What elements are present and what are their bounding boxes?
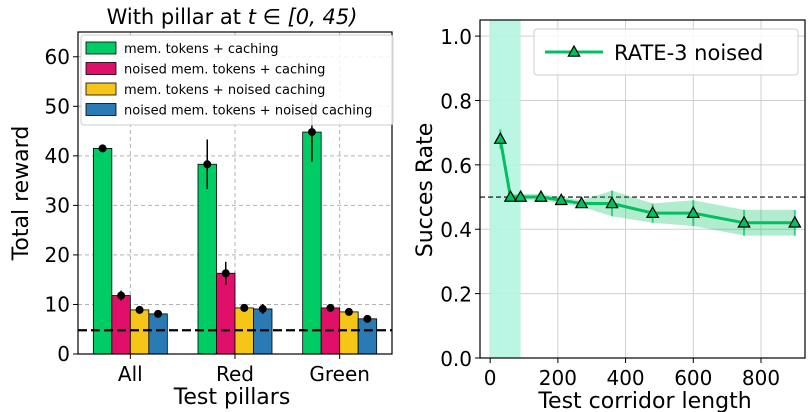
right-y-axis-label: Succes Rate	[413, 123, 438, 258]
right-x-axis-label: Test corridor length	[537, 389, 751, 412]
right-series-marker	[645, 205, 660, 218]
right-x-tick-label: 200	[539, 366, 577, 390]
left-y-ticks: 0 10 20 30 40 50 60	[45, 45, 78, 366]
right-x-tick-label: 400	[606, 366, 644, 390]
left-bar	[148, 313, 168, 355]
right-series-marker	[534, 189, 548, 202]
left-y-tick-label: 50	[45, 94, 70, 118]
left-legend-swatch	[85, 103, 117, 116]
left-bar-point	[258, 304, 267, 313]
left-bar-point	[135, 305, 144, 314]
right-chart: 0.0 0.2 0.4 0.6 0.8 1.0 0 200 400 600 800 Test co…	[413, 19, 806, 412]
left-bar-point	[307, 128, 316, 137]
right-series-marker	[788, 215, 802, 228]
right-legend: RATE-3 noised	[533, 28, 799, 76]
left-bar	[339, 311, 359, 355]
left-x-tick-label: Red	[216, 362, 254, 386]
right-legend-label: RATE-3 noised	[614, 41, 763, 65]
right-y-tick-label: 0.6	[440, 154, 472, 178]
right-series-marker	[493, 131, 508, 144]
left-bar	[92, 148, 113, 355]
left-x-tick-label: Green	[309, 362, 370, 386]
left-y-tick-label: 20	[45, 243, 70, 267]
right-series-marker	[737, 215, 751, 228]
left-y-axis-label: Total reward	[9, 126, 34, 262]
left-y-tick-label: 60	[45, 45, 70, 69]
right-plot-frame	[479, 19, 806, 359]
right-y-tick-label: 0.8	[440, 89, 472, 113]
left-bar	[216, 272, 236, 355]
left-chart-title: With pillar at t ∈ [0, 45)	[107, 5, 358, 29]
right-y-tick-label: 0.4	[440, 218, 472, 242]
left-legend-label: noised mem. tokens + noised caching	[124, 104, 372, 119]
right-series-marker	[605, 196, 619, 209]
right-series-marker	[574, 196, 589, 209]
right-y-tick-label: 1.0	[440, 25, 472, 49]
left-legend-swatch	[85, 82, 117, 96]
left-plot-area	[78, 102, 392, 355]
left-bar	[253, 308, 273, 355]
left-y-tick-label: 40	[45, 144, 70, 168]
right-x-tick-label: 600	[674, 366, 712, 390]
right-shaded-region	[490, 20, 521, 358]
right-y-tick-label: 0.2	[440, 283, 472, 307]
left-bar-point	[203, 160, 212, 169]
left-bar-point	[154, 309, 163, 318]
left-bar-point	[326, 303, 335, 312]
left-bar	[129, 309, 150, 355]
right-plot-area	[480, 20, 805, 358]
right-y-tick-label: 0.0	[440, 347, 472, 371]
left-legend-box	[80, 34, 394, 126]
right-legend-box	[533, 28, 799, 76]
left-chart: With pillar at t ∈ [0, 45) 0 10 20 30 40 50 60…	[9, 5, 394, 410]
left-bar-point	[240, 303, 249, 312]
left-x-axis-label: Test pillars	[173, 385, 291, 410]
left-legend-swatch	[85, 41, 117, 55]
left-bar	[357, 318, 378, 355]
left-legend-label: noised mem. tokens + caching	[124, 63, 325, 78]
right-series-marker	[513, 189, 528, 202]
left-x-ticks: All Red Green	[118, 354, 370, 386]
left-bar-point	[98, 144, 107, 153]
left-bar-point	[363, 314, 372, 323]
left-legend-swatch	[85, 62, 117, 75]
right-series-marker	[686, 205, 701, 218]
left-legend-label: mem. tokens + caching	[124, 42, 278, 57]
left-bar-point	[344, 307, 353, 316]
left-y-tick-label: 0	[57, 342, 70, 366]
right-error-band	[500, 129, 795, 236]
left-bar	[111, 295, 131, 355]
right-series-marker	[554, 193, 568, 206]
left-y-tick-label: 10	[45, 292, 70, 316]
left-bar	[302, 131, 322, 355]
right-series-marker	[503, 189, 518, 202]
left-bar	[197, 163, 217, 355]
left-legend: mem. tokens + caching noised mem. tokens …	[80, 34, 394, 126]
left-bar-point	[117, 291, 126, 300]
right-x-ticks: 0 200 400 600 800	[484, 358, 780, 390]
right-x-tick-label: 800	[742, 366, 780, 390]
right-legend-marker	[567, 44, 581, 57]
right-y-ticks: 0.0 0.2 0.4 0.6 0.8 1.0	[440, 25, 480, 371]
left-x-tick-label: All	[118, 362, 143, 386]
left-bar-point	[221, 269, 230, 278]
left-y-tick-label: 30	[45, 193, 70, 217]
left-legend-label: mem. tokens + noised caching	[124, 83, 325, 98]
right-x-tick-label: 0	[484, 366, 497, 390]
